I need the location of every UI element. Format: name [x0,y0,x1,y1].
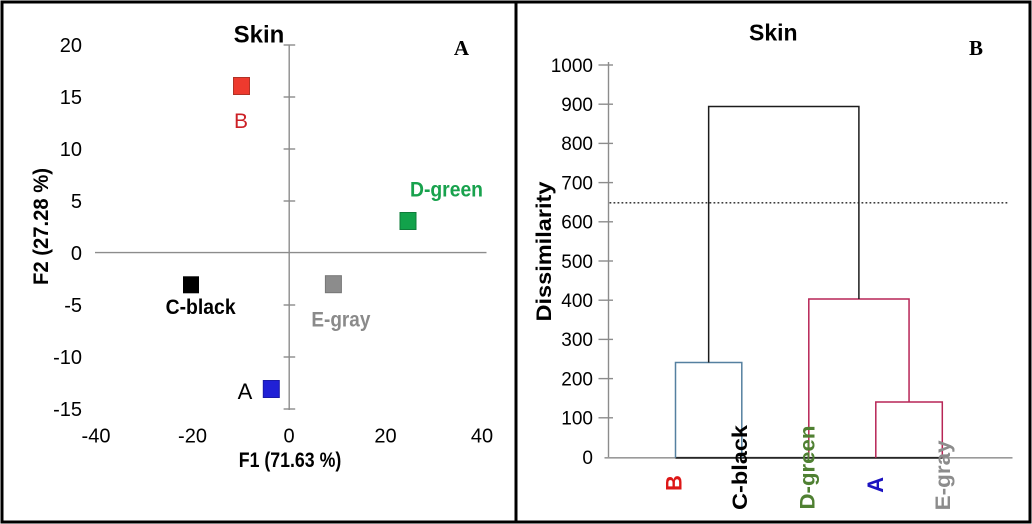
svg-text:A: A [863,477,888,493]
svg-text:300: 300 [561,330,593,351]
svg-text:B: B [969,36,983,60]
svg-text:Skin: Skin [234,22,285,49]
svg-text:600: 600 [561,213,593,234]
svg-text:-20: -20 [178,426,207,448]
svg-text:20: 20 [60,35,82,57]
svg-text:10: 10 [60,139,82,161]
svg-text:40: 40 [471,426,493,448]
svg-text:-5: -5 [64,295,82,317]
svg-text:400: 400 [561,291,593,312]
svg-text:0: 0 [582,448,593,469]
svg-text:F2 (27.28 %): F2 (27.28 %) [30,168,53,285]
svg-text:20: 20 [374,426,396,448]
svg-text:-10: -10 [53,347,82,369]
svg-text:B: B [234,110,248,133]
svg-text:D-green: D-green [410,179,483,202]
svg-text:E-gray: E-gray [932,440,955,510]
svg-text:D-green: D-green [797,426,820,510]
svg-text:800: 800 [561,134,593,155]
svg-text:A: A [238,379,253,404]
svg-text:5: 5 [71,191,82,213]
svg-text:0: 0 [71,243,82,265]
svg-text:A: A [454,36,470,60]
svg-text:500: 500 [561,252,593,273]
svg-text:1000: 1000 [551,56,593,77]
svg-text:0: 0 [283,426,294,448]
svg-text:F1 (71.63 %): F1 (71.63 %) [239,449,342,472]
svg-text:Skin: Skin [749,20,798,46]
svg-text:B: B [662,475,687,491]
svg-text:15: 15 [60,87,82,109]
svg-text:900: 900 [561,95,593,116]
svg-text:-15: -15 [53,399,82,421]
svg-text:Dissimilarity: Dissimilarity [533,181,556,321]
svg-text:700: 700 [561,173,593,194]
svg-text:C-black: C-black [166,296,236,319]
svg-text:E-gray: E-gray [311,309,370,332]
svg-text:-40: -40 [82,426,111,448]
svg-text:C-black: C-black [729,425,752,510]
svg-text:100: 100 [561,409,593,430]
svg-text:200: 200 [561,369,593,390]
